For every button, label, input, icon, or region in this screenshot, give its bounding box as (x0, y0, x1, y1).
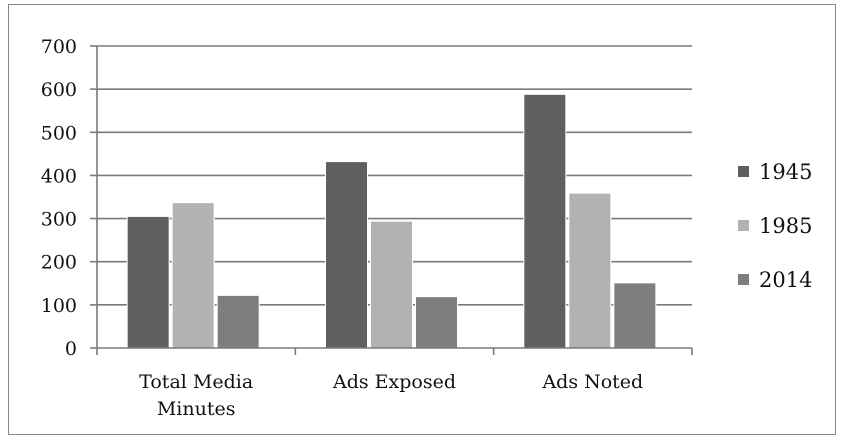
bar-chart: 0 100 200 300 400 500 600 700 Total Media Minutes… (41, 36, 813, 420)
bar-1985-3 (568, 192, 612, 349)
chart-frame: 0 100 200 300 400 500 600 700 Total Media Minutes… (8, 4, 836, 435)
bar-1945-2 (325, 161, 368, 349)
legend-swatch-1985 (738, 220, 749, 231)
bar-1985-2 (370, 220, 413, 349)
legend-label-1985: 1985 (759, 214, 812, 238)
bar-1945-1 (126, 215, 170, 349)
y-tick-label: 300 (41, 209, 77, 231)
bar-2014-2 (415, 296, 458, 349)
legend-label-1945: 1945 (759, 160, 812, 184)
x-category-label: Total Media (139, 371, 253, 393)
bars (126, 93, 657, 349)
legend: 1945 1985 2014 (738, 160, 812, 292)
legend-label-2014: 2014 (759, 268, 812, 292)
axes (90, 45, 693, 355)
y-tick-label: 100 (41, 295, 77, 317)
legend-swatch-2014 (738, 274, 749, 285)
y-tick-label: 700 (41, 36, 77, 58)
y-tick-label: 400 (41, 165, 77, 187)
y-tick-label: 600 (41, 79, 77, 101)
y-tick-label: 500 (41, 122, 77, 144)
x-category-label: Ads Exposed (332, 371, 456, 393)
y-tick-label: 200 (41, 252, 77, 274)
y-tick-label: 0 (65, 338, 77, 360)
bar-1985-1 (171, 202, 215, 349)
bar-2014-1 (216, 294, 260, 349)
bar-1945-3 (523, 93, 567, 349)
x-category-label: Minutes (157, 398, 236, 420)
bar-2014-3 (613, 282, 657, 349)
x-category-label: Ads Noted (541, 371, 643, 393)
axis-labels: 0 100 200 300 400 500 600 700 Total Media Minutes… (41, 36, 643, 420)
legend-swatch-1945 (738, 166, 749, 177)
